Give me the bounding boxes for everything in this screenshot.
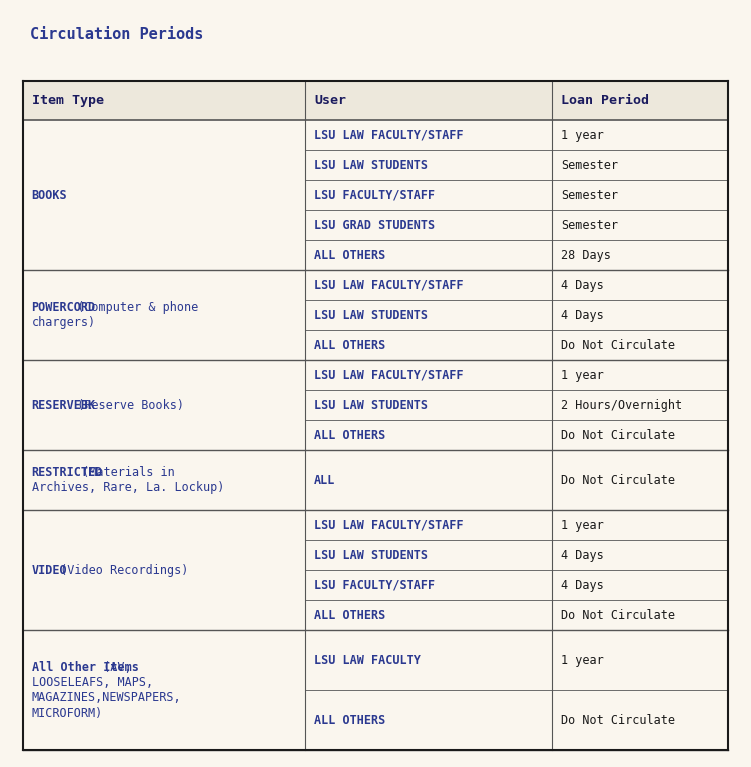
Text: Do Not Circulate: Do Not Circulate — [561, 474, 675, 487]
Text: 4 Days: 4 Days — [561, 279, 604, 291]
Text: Do Not Circulate: Do Not Circulate — [561, 339, 675, 352]
Text: 4 Days: 4 Days — [561, 579, 604, 591]
Text: LSU LAW FACULTY/STAFF: LSU LAW FACULTY/STAFF — [314, 369, 463, 382]
Text: Circulation Periods: Circulation Periods — [30, 27, 204, 42]
Text: ALL OTHERS: ALL OTHERS — [314, 339, 385, 352]
Text: RESTRICTED: RESTRICTED — [32, 466, 103, 479]
Text: Loan Period: Loan Period — [561, 94, 649, 107]
Text: ALL OTHERS: ALL OTHERS — [314, 609, 385, 622]
Text: 1 year: 1 year — [561, 518, 604, 532]
Bar — [23, 81, 728, 750]
Text: ALL OTHERS: ALL OTHERS — [314, 429, 385, 442]
Text: POWERCORD: POWERCORD — [32, 301, 95, 314]
Text: Archives, Rare, La. Lockup): Archives, Rare, La. Lockup) — [32, 482, 224, 495]
Text: VIDEO: VIDEO — [32, 564, 67, 577]
Text: Item Type: Item Type — [32, 94, 104, 107]
Text: User: User — [314, 94, 346, 107]
Text: 4 Days: 4 Days — [561, 548, 604, 561]
Text: LSU LAW FACULTY/STAFF: LSU LAW FACULTY/STAFF — [314, 279, 463, 291]
Text: (Video Recordings): (Video Recordings) — [53, 564, 189, 577]
Text: LSU LAW FACULTY/STAFF: LSU LAW FACULTY/STAFF — [314, 129, 463, 142]
Text: LSU LAW FACULTY: LSU LAW FACULTY — [314, 653, 421, 667]
Text: Semester: Semester — [561, 219, 618, 232]
Text: LSU LAW FACULTY/STAFF: LSU LAW FACULTY/STAFF — [314, 518, 463, 532]
Text: 4 Days: 4 Days — [561, 309, 604, 322]
Text: LSU LAW STUDENTS: LSU LAW STUDENTS — [314, 399, 428, 412]
Text: MICROFORM): MICROFORM) — [32, 706, 103, 719]
Text: ALL OTHERS: ALL OTHERS — [314, 713, 385, 726]
Text: (AV,: (AV, — [96, 660, 132, 673]
Text: 1 year: 1 year — [561, 653, 604, 667]
Text: BOOKS: BOOKS — [32, 189, 67, 202]
Text: ALL OTHERS: ALL OTHERS — [314, 249, 385, 262]
Bar — [23, 81, 728, 120]
Text: (Computer & phone: (Computer & phone — [71, 301, 199, 314]
Text: ALL: ALL — [314, 474, 335, 487]
Text: Semester: Semester — [561, 189, 618, 202]
Text: MAGAZINES,NEWSPAPERS,: MAGAZINES,NEWSPAPERS, — [32, 691, 181, 704]
Text: LSU LAW STUDENTS: LSU LAW STUDENTS — [314, 548, 428, 561]
Text: RESERVEBK: RESERVEBK — [32, 399, 95, 412]
Text: chargers): chargers) — [32, 317, 95, 330]
Text: All Other Items: All Other Items — [32, 660, 138, 673]
Text: Do Not Circulate: Do Not Circulate — [561, 609, 675, 622]
Text: 1 year: 1 year — [561, 369, 604, 382]
Text: LSU GRAD STUDENTS: LSU GRAD STUDENTS — [314, 219, 435, 232]
Text: 1 year: 1 year — [561, 129, 604, 142]
Text: Do Not Circulate: Do Not Circulate — [561, 429, 675, 442]
Text: 2 Hours/Overnight: 2 Hours/Overnight — [561, 399, 682, 412]
Text: LSU LAW STUDENTS: LSU LAW STUDENTS — [314, 309, 428, 322]
Text: LSU FACULTY/STAFF: LSU FACULTY/STAFF — [314, 579, 435, 591]
Text: (Materials in: (Materials in — [74, 466, 174, 479]
Text: Do Not Circulate: Do Not Circulate — [561, 713, 675, 726]
Text: LOOSELEAFS, MAPS,: LOOSELEAFS, MAPS, — [32, 676, 152, 689]
Text: (Reserve Books): (Reserve Books) — [71, 399, 185, 412]
Text: LSU FACULTY/STAFF: LSU FACULTY/STAFF — [314, 189, 435, 202]
Text: Semester: Semester — [561, 159, 618, 172]
Text: 28 Days: 28 Days — [561, 249, 611, 262]
Text: LSU LAW STUDENTS: LSU LAW STUDENTS — [314, 159, 428, 172]
